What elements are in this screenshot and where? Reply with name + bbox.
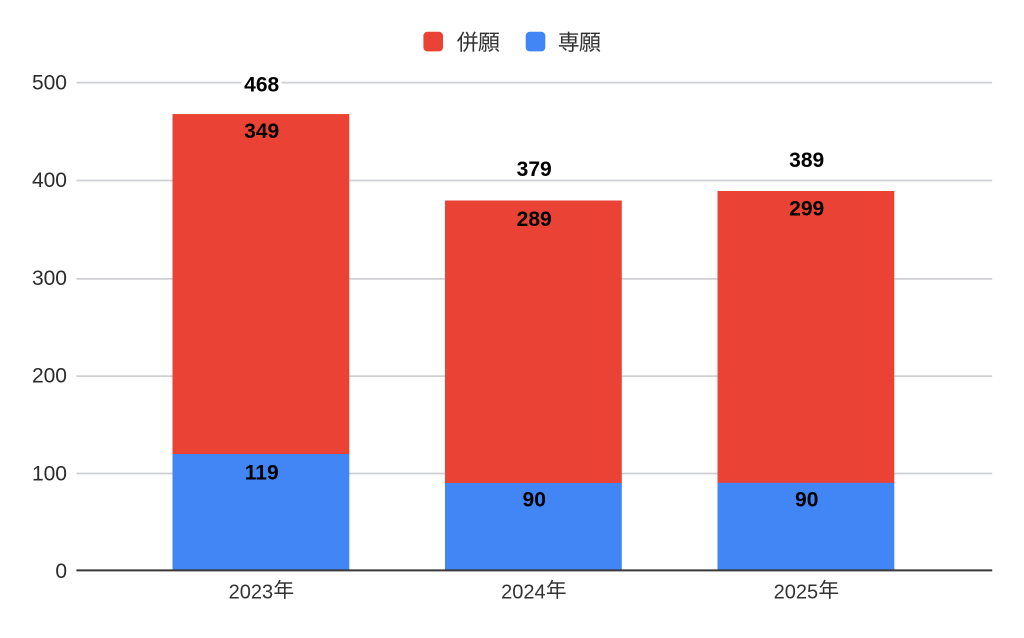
svg-text:500: 500 — [32, 72, 67, 95]
svg-text:289: 289 — [517, 208, 552, 231]
svg-text:90: 90 — [795, 489, 818, 512]
svg-text:2023: 2023 — [229, 581, 274, 603]
svg-text:100: 100 — [32, 462, 67, 485]
svg-text:389: 389 — [789, 149, 824, 172]
svg-text:0: 0 — [55, 560, 67, 583]
svg-text:2025: 2025 — [774, 581, 819, 603]
svg-text:90: 90 — [523, 489, 546, 512]
svg-text:349: 349 — [244, 120, 279, 143]
svg-text:468: 468 — [244, 73, 279, 96]
svg-text:119: 119 — [245, 461, 279, 484]
svg-text:2024: 2024 — [501, 581, 545, 603]
svg-text:400: 400 — [32, 169, 67, 192]
svg-text:300: 300 — [32, 267, 67, 290]
svg-text:200: 200 — [32, 365, 67, 388]
svg-text:379: 379 — [517, 158, 552, 181]
svg-text:299: 299 — [789, 197, 824, 220]
